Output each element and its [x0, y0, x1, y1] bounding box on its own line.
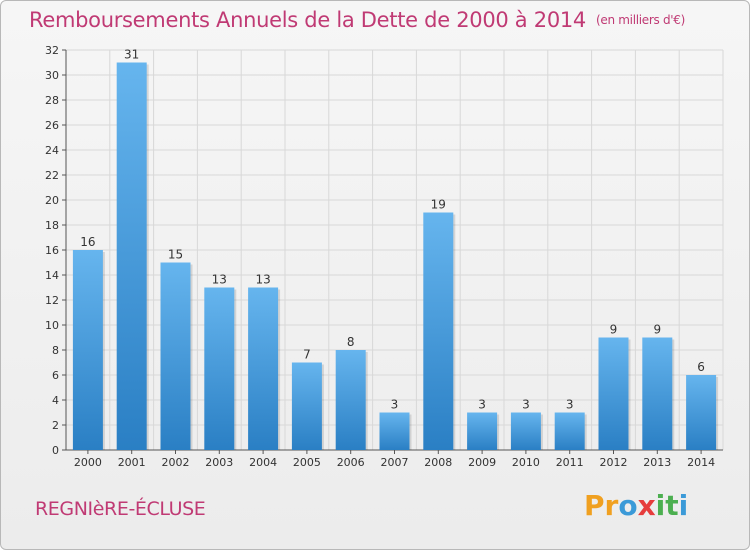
bar-value-label: 31 — [124, 48, 139, 62]
proxiti-logo: Proxiti — [584, 489, 688, 522]
y-tick-label: 20 — [45, 194, 59, 207]
logo-letter: P — [584, 489, 605, 522]
bar-value-label: 13 — [212, 273, 227, 287]
x-tick-label: 2011 — [556, 456, 584, 469]
bar-value-label: 15 — [168, 248, 183, 262]
y-tick-label: 4 — [52, 394, 59, 407]
bar — [598, 337, 629, 450]
x-tick-label: 2010 — [512, 456, 540, 469]
y-tick-label: 16 — [45, 244, 59, 257]
y-tick-label: 12 — [45, 294, 59, 307]
bars — [72, 62, 719, 450]
x-tick-label: 2004 — [249, 456, 277, 469]
logo-letter: o — [618, 489, 638, 522]
x-tick-label: 2012 — [600, 456, 628, 469]
bar-value-label: 3 — [566, 398, 574, 412]
bar-value-label: 3 — [391, 398, 399, 412]
bar-value-label: 19 — [431, 198, 446, 212]
y-tick-label: 14 — [45, 269, 59, 282]
bar — [554, 412, 585, 450]
bar — [72, 250, 103, 450]
y-tick-label: 18 — [45, 219, 59, 232]
bar-value-label: 3 — [478, 398, 486, 412]
bar — [291, 362, 322, 450]
bar — [160, 262, 191, 450]
bar — [248, 287, 279, 450]
logo-letter: i — [678, 489, 689, 522]
bar-value-label: 7 — [303, 348, 311, 362]
logo-letter: r — [604, 489, 619, 522]
bar-value-label: 9 — [653, 323, 661, 337]
bar-value-label: 6 — [697, 360, 705, 374]
x-tick-label: 2013 — [643, 456, 671, 469]
x-tick-label: 2002 — [162, 456, 190, 469]
y-tick-label: 22 — [45, 169, 59, 182]
bar — [467, 412, 498, 450]
y-tick-label: 32 — [45, 44, 59, 57]
x-tick-label: 2006 — [337, 456, 365, 469]
y-tick-label: 0 — [52, 444, 59, 457]
logo-letter: i — [655, 489, 666, 522]
logo-letter: x — [637, 489, 656, 522]
bar — [379, 412, 410, 450]
x-tick-label: 2009 — [468, 456, 496, 469]
labels: 0246810121416182022242628303216200031200… — [45, 44, 715, 469]
bar-value-label: 13 — [255, 273, 270, 287]
y-tick-label: 6 — [52, 369, 59, 382]
bar-value-label: 8 — [347, 335, 355, 349]
logo-letter: t — [665, 489, 679, 522]
bar — [510, 412, 541, 450]
bar — [686, 375, 717, 450]
y-tick-label: 30 — [45, 69, 59, 82]
bar — [335, 350, 366, 450]
bar — [204, 287, 235, 450]
bar-value-label: 3 — [522, 398, 530, 412]
x-tick-label: 2008 — [424, 456, 452, 469]
bar-value-label: 16 — [80, 235, 95, 249]
x-tick-label: 2005 — [293, 456, 321, 469]
x-tick-label: 2014 — [687, 456, 715, 469]
bar-value-label: 9 — [610, 323, 618, 337]
chart-unit-label: (en milliers d'€) — [596, 13, 686, 27]
x-tick-label: 2001 — [118, 456, 146, 469]
commune-name: REGNIèRE-ÉCLUSE — [35, 498, 206, 520]
y-tick-label: 2 — [52, 419, 59, 432]
y-tick-label: 10 — [45, 319, 59, 332]
x-tick-label: 2003 — [205, 456, 233, 469]
y-tick-label: 26 — [45, 119, 59, 132]
y-tick-label: 8 — [52, 344, 59, 357]
y-tick-label: 28 — [45, 94, 59, 107]
bar — [116, 62, 147, 450]
x-tick-label: 2007 — [381, 456, 409, 469]
y-tick-label: 24 — [45, 144, 59, 157]
chart-title-text: Remboursements Annuels de la Dette de 20… — [29, 8, 586, 32]
x-tick-label: 2000 — [74, 456, 102, 469]
bar — [423, 212, 454, 450]
chart-title: Remboursements Annuels de la Dette de 20… — [29, 8, 685, 32]
bar — [642, 337, 673, 450]
